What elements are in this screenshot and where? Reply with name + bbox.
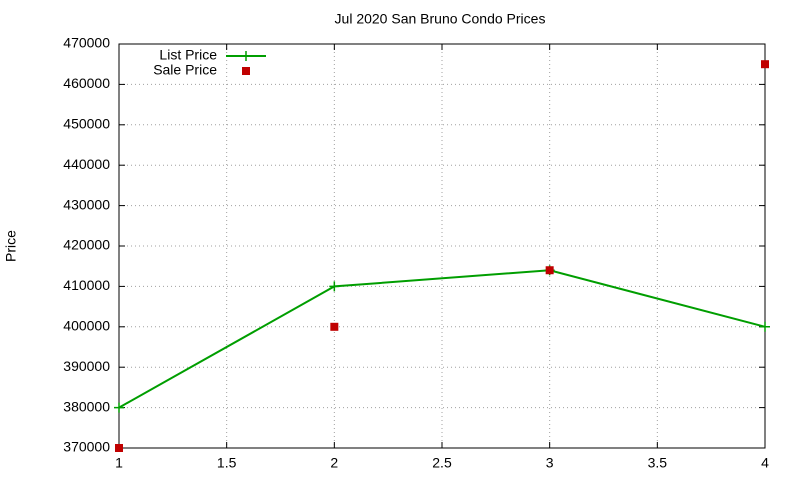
- legend-label: Sale Price: [153, 62, 217, 78]
- legend-marker: [241, 51, 251, 61]
- y-tick-label: 390000: [63, 358, 110, 374]
- data-point: [761, 60, 769, 69]
- data-point: [329, 281, 340, 292]
- x-tick-label: 1.5: [217, 455, 237, 471]
- y-tick-label: 450000: [63, 116, 110, 132]
- legend-marker: [242, 67, 250, 75]
- y-tick-label: 370000: [63, 439, 110, 455]
- series-line: [118, 269, 766, 409]
- plot-border: [118, 43, 766, 449]
- data-point: [545, 266, 554, 275]
- data-point: [760, 321, 770, 332]
- y-tick-label: 380000: [63, 398, 110, 414]
- chart-title: Jul 2020 San Bruno Condo Prices: [335, 11, 546, 27]
- y-tick-label: 400000: [63, 318, 110, 334]
- y-axis-label: Price: [3, 230, 19, 262]
- y-tick-label: 430000: [63, 196, 110, 212]
- data-point: [330, 322, 339, 331]
- data-point: [115, 444, 123, 452]
- y-tick-label: 410000: [63, 277, 110, 293]
- x-tick-label: 4: [761, 455, 769, 471]
- x-tick-label: 3.5: [648, 455, 668, 471]
- y-tick-label: 470000: [63, 35, 110, 51]
- y-tick-label: 420000: [63, 237, 110, 253]
- x-tick-label: 2.5: [432, 455, 452, 471]
- x-tick-label: 1: [115, 455, 123, 471]
- x-tick-label: 3: [546, 455, 554, 471]
- legend-label: List Price: [159, 47, 217, 63]
- y-tick-label: 440000: [63, 156, 110, 172]
- x-tick-label: 2: [330, 455, 338, 471]
- data-point: [114, 402, 124, 413]
- y-tick-label: 460000: [63, 75, 110, 91]
